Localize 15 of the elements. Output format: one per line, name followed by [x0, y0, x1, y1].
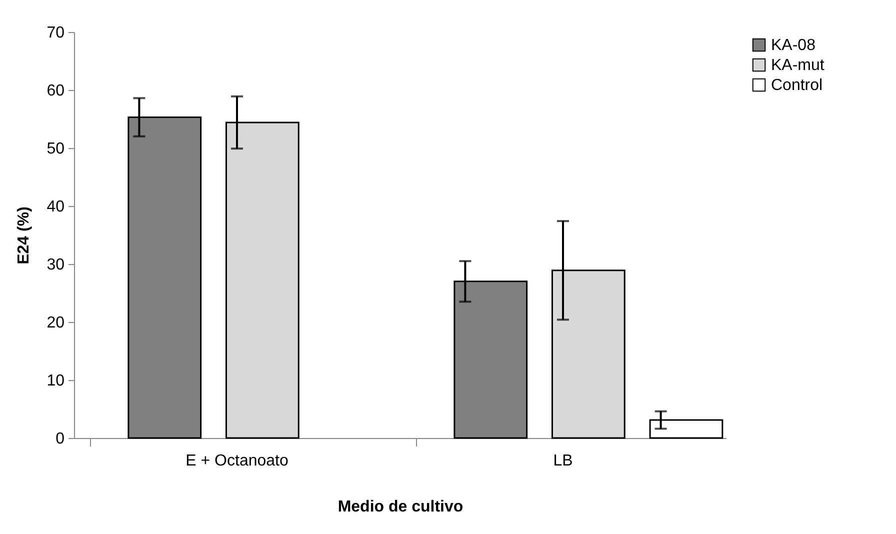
y-tick-label: 50 — [46, 140, 65, 158]
x-axis-title: Medio de cultivo — [338, 498, 464, 516]
y-tick-label: 60 — [46, 82, 65, 100]
legend-label: KA-08 — [771, 37, 816, 54]
x-tick-label: LB — [553, 452, 573, 470]
y-axis-title: E24 (%) — [16, 206, 33, 264]
y-tick-label: 0 — [56, 430, 65, 448]
y-tick-label: 10 — [46, 372, 65, 390]
y-tick-label: 20 — [46, 314, 65, 332]
x-tick-label: E + Octanoato — [186, 452, 288, 470]
y-tick-label: 40 — [46, 198, 65, 216]
y-tick-label: 30 — [46, 256, 65, 274]
legend-label: KA-mut — [771, 57, 825, 74]
y-tick-label: 70 — [46, 24, 65, 42]
legend-label: Control — [771, 77, 823, 94]
